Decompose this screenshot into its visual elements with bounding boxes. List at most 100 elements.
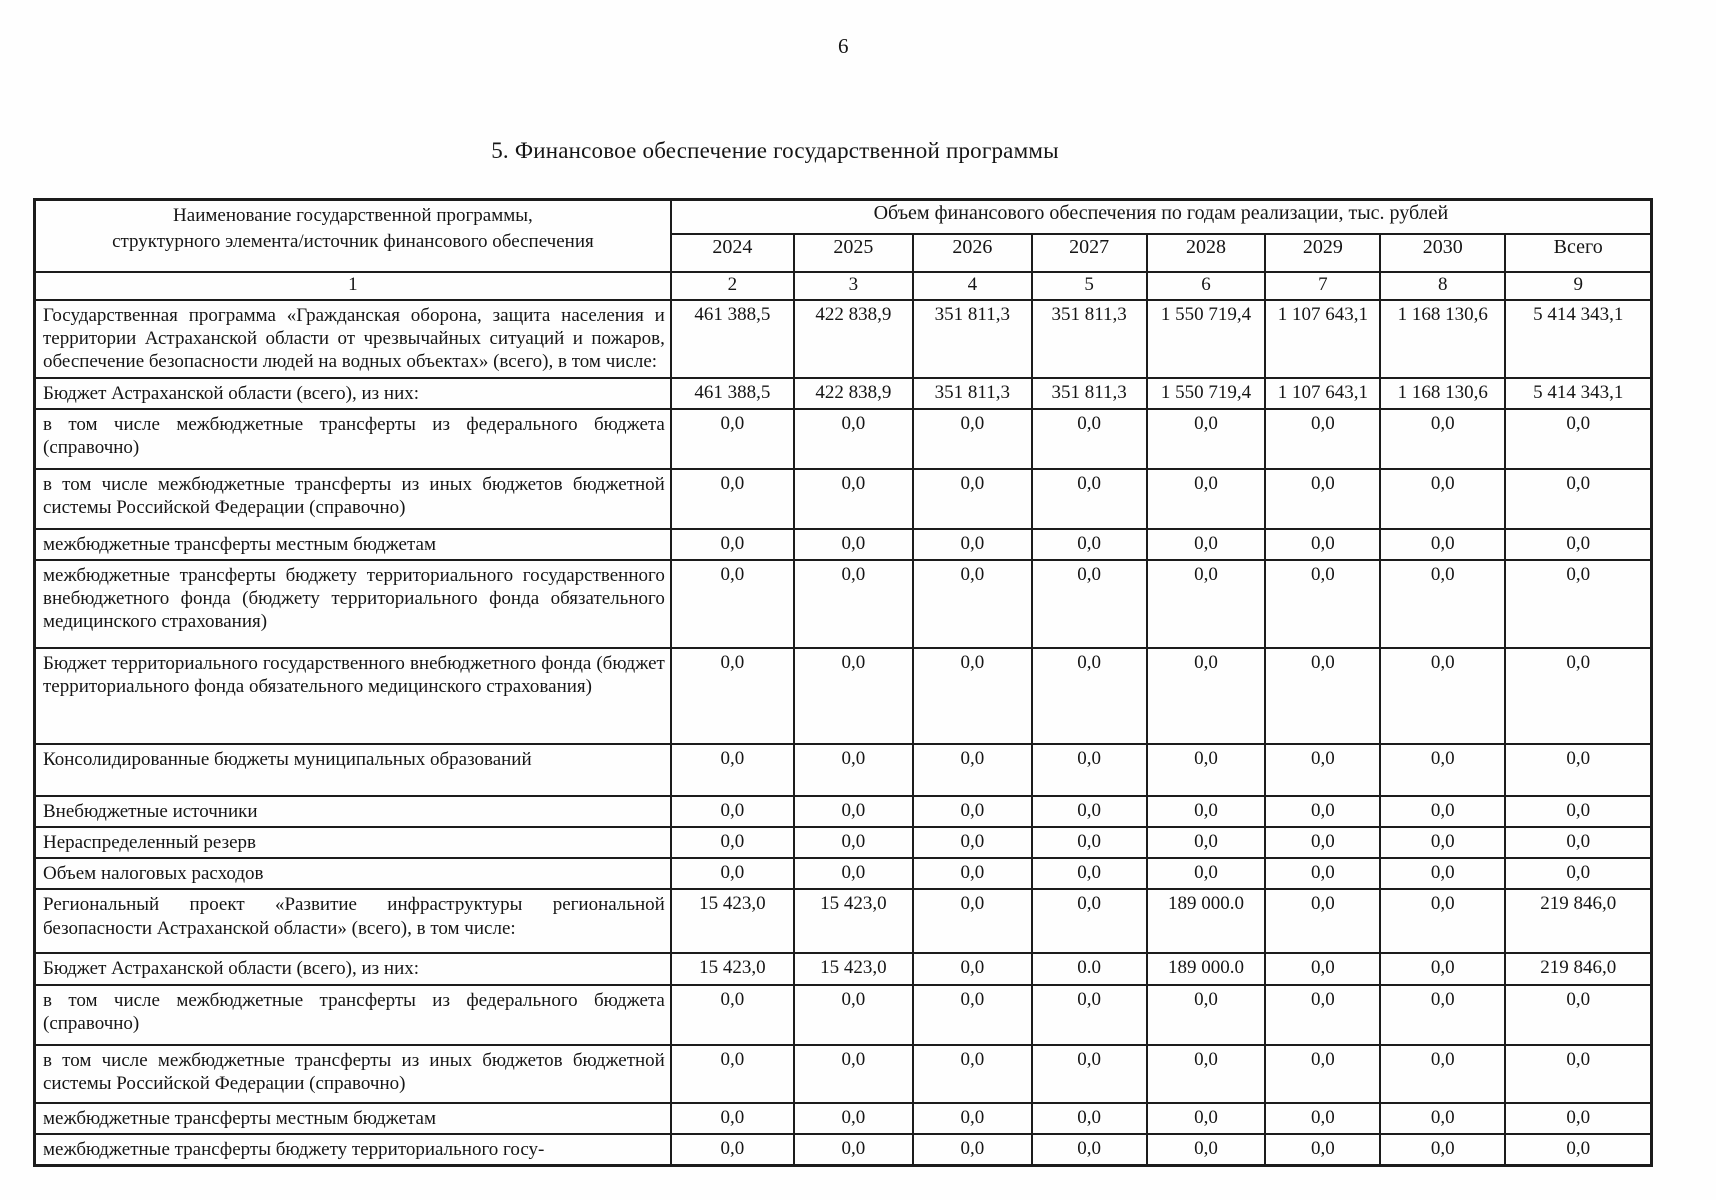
column-number: 7 [1264,271,1382,301]
row-label: в том числе межбюджетные трансферты из и… [33,1043,672,1104]
value-cell: 0,0 [792,1043,914,1104]
value-cell: 0,0 [1030,794,1148,829]
column-number: 9 [1504,271,1653,301]
column-number: 5 [1030,271,1148,301]
value-cell: 0,0 [1379,1132,1507,1167]
value-cell: 0,0 [911,857,1033,891]
value-cell: 0,0 [669,1132,795,1167]
value-cell: 0,0 [1504,1101,1653,1135]
value-cell: 0,0 [669,558,795,649]
value-cell: 0,0 [1504,527,1653,561]
table-body: Государственная программа «Гражданская о… [33,299,1653,1167]
value-cell: 351 811,3 [911,299,1033,379]
value-cell: 0,0 [669,407,795,470]
value-cell: 0,0 [1030,826,1148,860]
row-label: в том числе межбюджетные трансферты из ф… [33,407,672,470]
value-cell: 0,0 [1504,467,1653,530]
row-label: Бюджет Астраханской области (всего), из … [33,952,672,986]
table-row: Государственная программа «Гражданская о… [33,299,1653,379]
value-cell: 0,0 [911,467,1033,530]
row-label: Бюджет территориального государственного… [33,646,672,745]
value-cell: 0,0 [911,983,1033,1046]
value-cell: 0,0 [911,952,1033,986]
value-cell: 351 811,3 [1030,376,1148,410]
value-cell: 0,0 [911,646,1033,745]
value-cell: 1 107 643,1 [1264,376,1382,410]
value-cell: 0,0 [1504,857,1653,891]
value-cell: 0,0 [792,857,914,891]
value-cell: 0,0 [1379,794,1507,829]
table-row: в том числе межбюджетные трансферты из и… [33,467,1653,530]
value-cell: 0,0 [669,527,795,561]
table-row: межбюджетные трансферты местным бюджетам… [33,1101,1653,1135]
value-cell: 0,0 [1264,983,1382,1046]
value-cell: 15 423,0 [792,888,914,955]
value-cell: 0,0 [792,1101,914,1135]
column-number: 4 [911,271,1033,301]
value-cell: 0,0 [911,558,1033,649]
value-cell: 0,0 [1145,794,1267,829]
header-row-years: 2024 2025 2026 2027 2028 2029 2030 Всего [35,233,1653,273]
value-cell: 0,0 [792,646,914,745]
name-column-header: Наименование государственной программы, … [33,198,672,273]
value-cell: 0,0 [911,527,1033,561]
value-cell: 0,0 [911,794,1033,829]
value-cell: 0,0 [1030,646,1148,745]
row-label: Консолидированные бюджеты муниципальных … [33,742,672,797]
value-cell: 0,0 [1145,742,1267,797]
value-cell: 0,0 [1030,407,1148,470]
value-cell: 0,0 [1030,742,1148,797]
value-cell: 0,0 [1264,857,1382,891]
value-cell: 0,0 [792,407,914,470]
value-cell: 0,0 [792,742,914,797]
value-cell: 0,0 [1030,857,1148,891]
value-cell: 0,0 [1379,983,1507,1046]
year-column-header: 2024 [669,233,795,273]
row-label: Нераспределенный резерв [33,826,672,860]
value-cell: 0,0 [1030,983,1148,1046]
table-row: межбюджетные трансферты бюджету территор… [33,558,1653,649]
value-cell: 351 811,3 [911,376,1033,410]
value-cell: 0,0 [1264,742,1382,797]
value-cell: 0,0 [1379,646,1507,745]
value-cell: 0,0 [1145,646,1267,745]
column-number: 3 [792,271,914,301]
value-cell: 0,0 [911,1132,1033,1167]
value-cell: 1 168 130,6 [1379,299,1507,379]
column-number: 6 [1145,271,1267,301]
value-cell: 351 811,3 [1030,299,1148,379]
value-cell: 15 423,0 [669,888,795,955]
value-cell: 461 388,5 [669,376,795,410]
value-cell: 0,0 [1264,527,1382,561]
value-cell: 1 107 643,1 [1264,299,1382,379]
value-cell: 0,0 [669,794,795,829]
value-cell: 0,0 [1030,888,1148,955]
value-cell: 0,0 [1145,527,1267,561]
value-cell: 0,0 [1030,467,1148,530]
value-cell: 0,0 [1145,857,1267,891]
value-cell: 0,0 [1504,742,1653,797]
value-cell: 0,0 [1379,558,1507,649]
value-cell: 0,0 [1379,407,1507,470]
value-cell: 0,0 [1379,952,1507,986]
value-cell: 0,0 [1379,888,1507,955]
finance-table: Наименование государственной программы, … [33,198,1653,1167]
value-cell: 219 846,0 [1504,888,1653,955]
table-row: Консолидированные бюджеты муниципальных … [33,742,1653,797]
value-cell: 0,0 [792,983,914,1046]
table-row: Бюджет Астраханской области (всего), из … [33,376,1653,410]
value-cell: 0,0 [1379,527,1507,561]
value-cell: 0,0 [792,467,914,530]
value-cell: 0,0 [669,646,795,745]
row-label: межбюджетные трансферты местным бюджетам [33,1101,672,1135]
value-cell: 422 838,9 [792,376,914,410]
value-cell: 0,0 [1504,646,1653,745]
table-row: в том числе межбюджетные трансферты из ф… [33,983,1653,1046]
value-cell: 0,0 [1379,857,1507,891]
value-cell: 0,0 [1504,1043,1653,1104]
value-cell: 219 846,0 [1504,952,1653,986]
value-cell: 0,0 [1379,826,1507,860]
value-cell: 0,0 [669,742,795,797]
table-row: Объем налоговых расходов 0,0 0,0 0,0 0,0 0,0 0… [33,857,1653,891]
